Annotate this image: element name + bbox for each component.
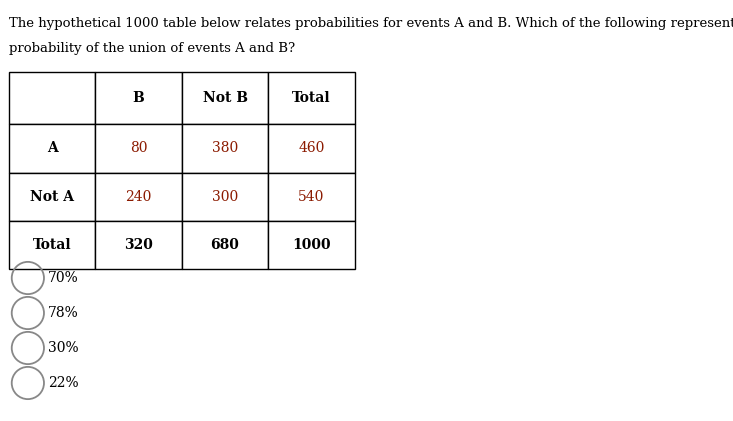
Text: B: B (133, 91, 144, 105)
Text: 460: 460 (298, 141, 325, 155)
Text: 22%: 22% (48, 376, 78, 390)
Text: 1000: 1000 (292, 238, 331, 252)
Text: 680: 680 (210, 238, 240, 252)
Text: 80: 80 (130, 141, 147, 155)
Text: Total: Total (292, 91, 331, 105)
Text: A: A (47, 141, 57, 155)
Text: 320: 320 (124, 238, 153, 252)
Text: 78%: 78% (48, 306, 78, 320)
Text: 380: 380 (212, 141, 238, 155)
Text: 300: 300 (212, 190, 238, 204)
Text: Not A: Not A (30, 190, 74, 204)
Text: 540: 540 (298, 190, 325, 204)
Text: 240: 240 (125, 190, 152, 204)
Text: probability of the union of events A and B?: probability of the union of events A and… (9, 42, 295, 55)
Text: 30%: 30% (48, 341, 78, 355)
Text: The hypothetical 1000 table below relates probabilities for events A and B. Whic: The hypothetical 1000 table below relate… (9, 17, 733, 30)
Text: Not B: Not B (202, 91, 248, 105)
Text: 70%: 70% (48, 271, 78, 285)
Text: Total: Total (33, 238, 71, 252)
